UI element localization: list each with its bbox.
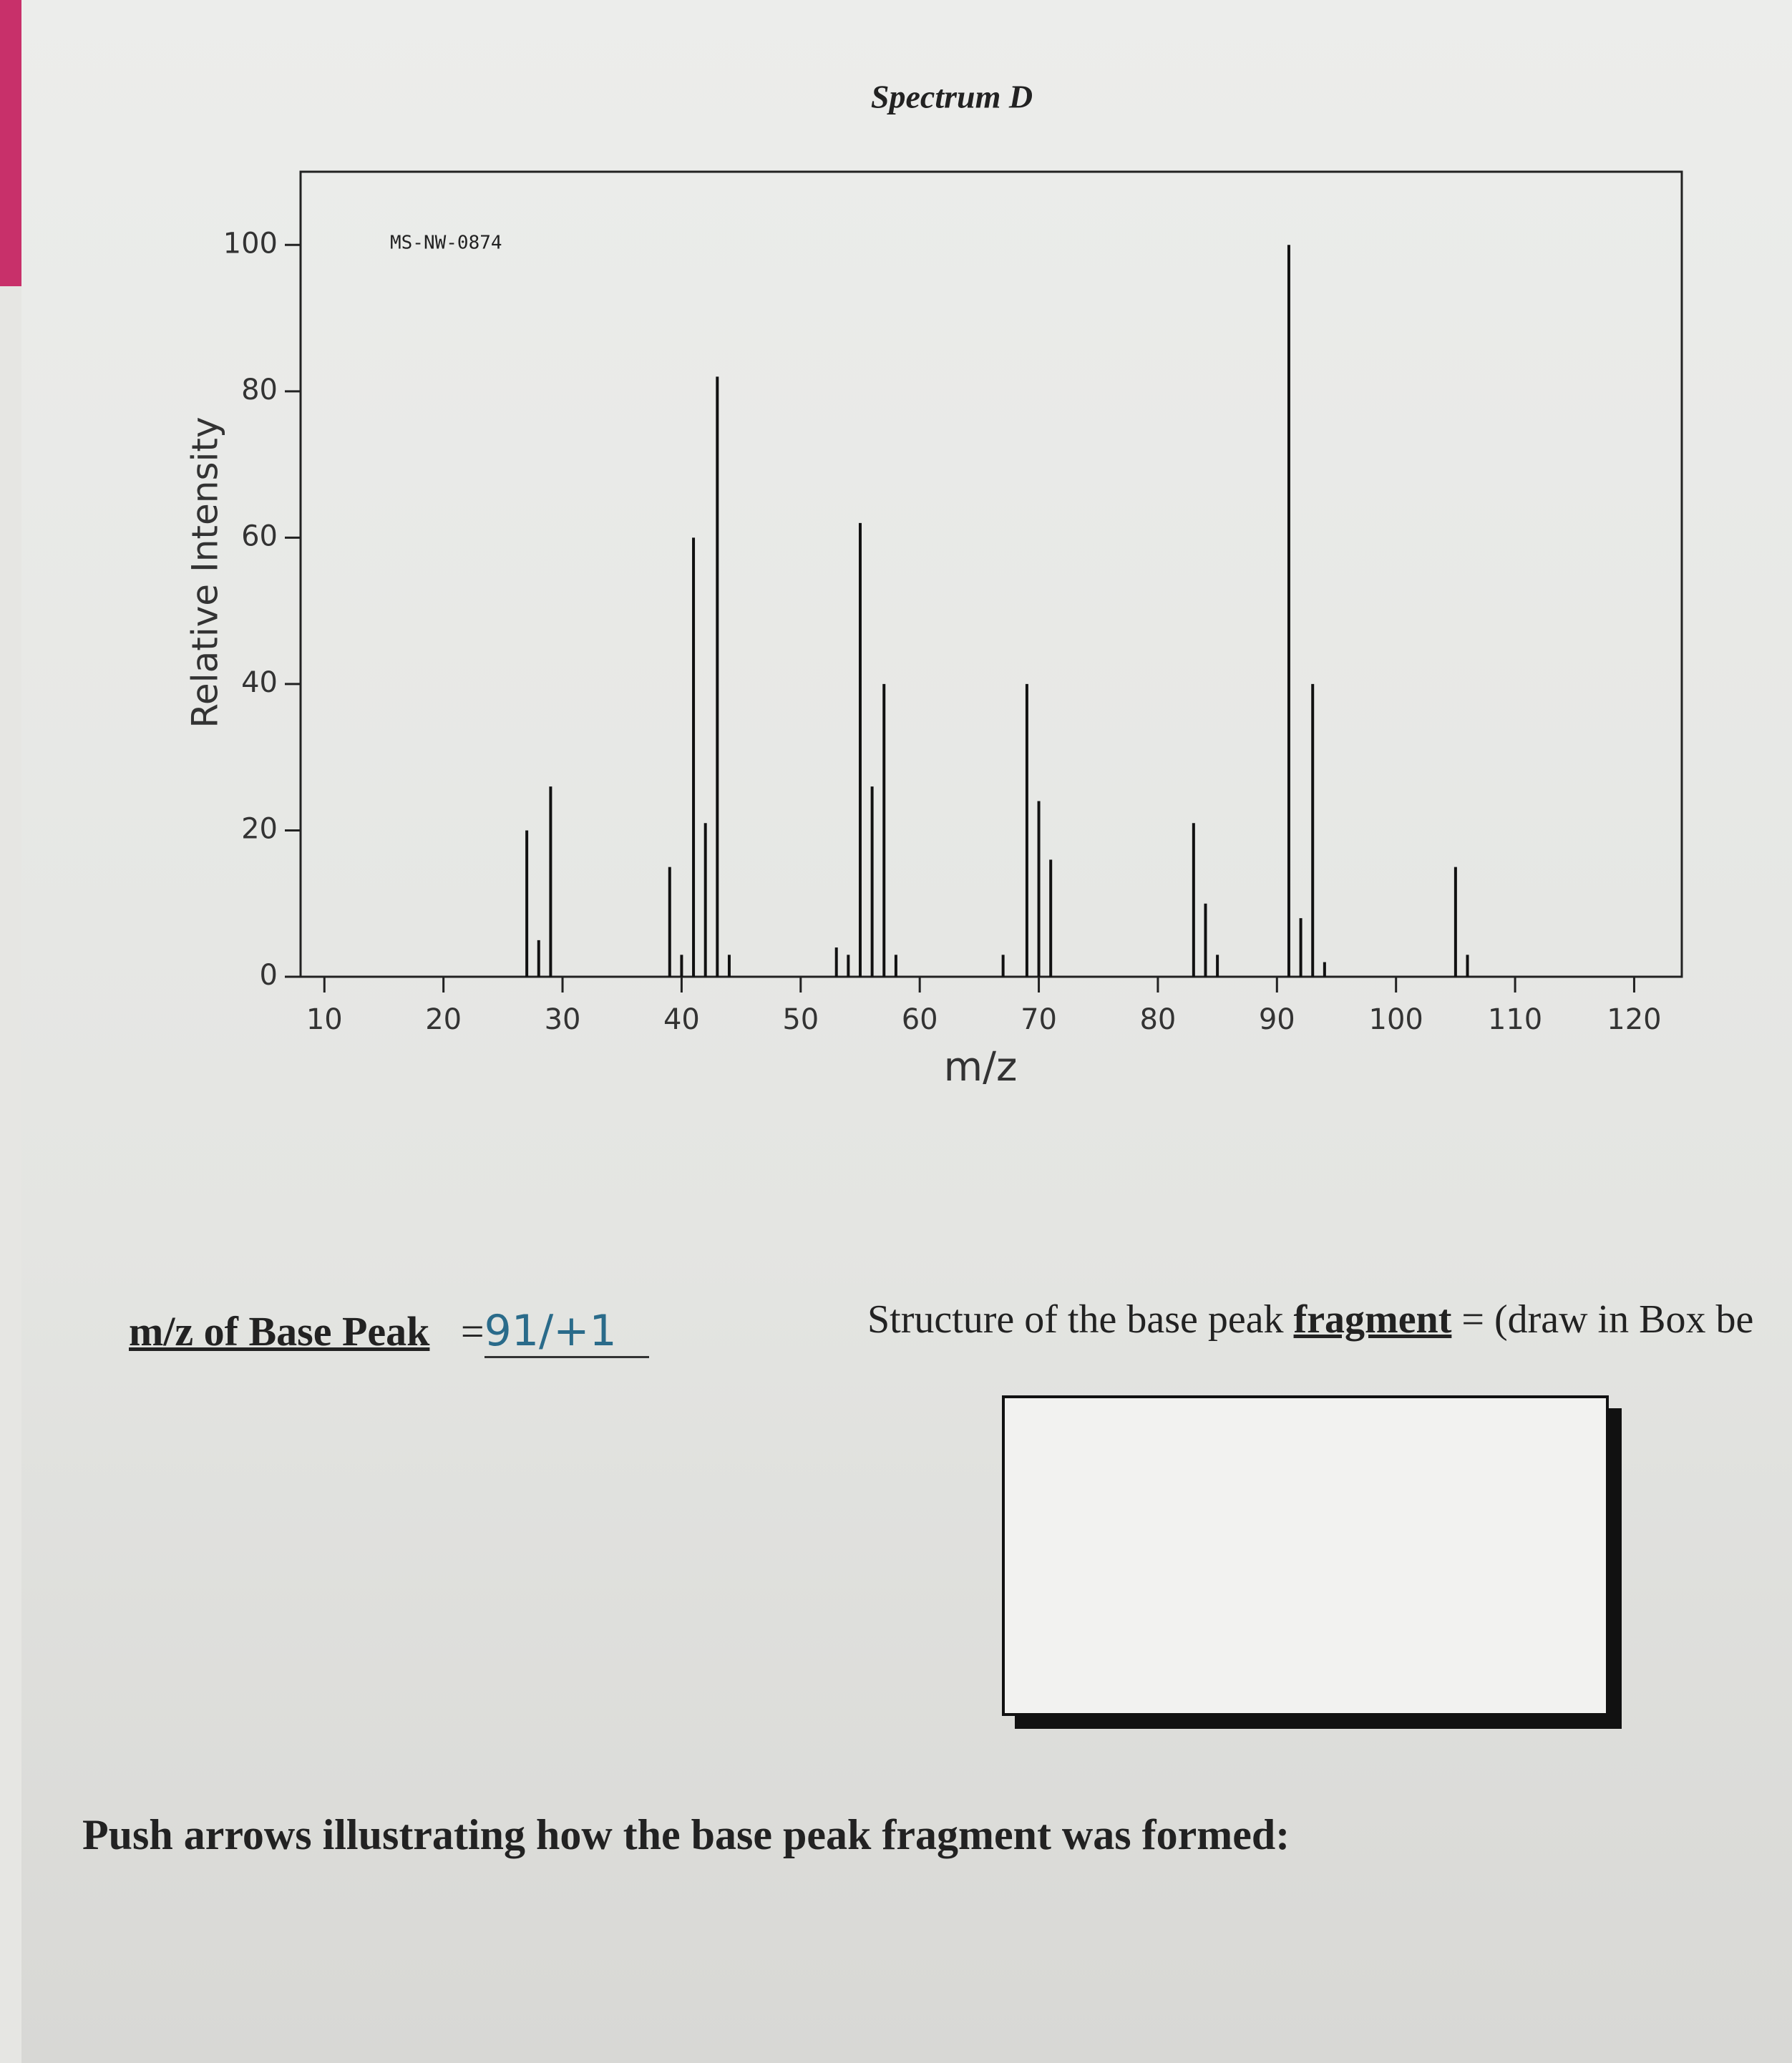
x-tick-label: 10 xyxy=(306,1003,343,1036)
label: m/z of Base Peak xyxy=(129,1308,430,1355)
x-tick-label: 50 xyxy=(782,1003,819,1036)
worksheet xyxy=(21,0,1792,2063)
x-tick-label: 100 xyxy=(1369,1003,1423,1036)
y-tick-label: 60 xyxy=(241,520,278,552)
equals: = xyxy=(460,1308,484,1355)
y-tick-label: 0 xyxy=(260,959,278,992)
x-axis-label: m/z xyxy=(944,1044,1018,1091)
x-tick-label: 90 xyxy=(1259,1003,1295,1036)
arrows-question: Push arrows illustrating how the base pe… xyxy=(82,1811,1290,1858)
suffix: = (draw in Box be xyxy=(1461,1297,1754,1342)
y-tick-label: 40 xyxy=(241,666,278,699)
x-tick-label: 70 xyxy=(1021,1003,1057,1036)
y-tick-label: 20 xyxy=(241,812,278,845)
y-axis-label: Relative Intensity xyxy=(185,416,226,728)
chart: Spectrum D MS-NW-0874 m/z Relative Inten… xyxy=(185,79,1683,1091)
x-tick-label: 30 xyxy=(545,1003,581,1036)
y-tick-label: 80 xyxy=(241,374,278,406)
x-tick-label: 110 xyxy=(1488,1003,1542,1036)
answer: 91/+1 xyxy=(484,1306,649,1358)
x-tick-label: 120 xyxy=(1607,1003,1661,1036)
y-tick-label: 100 xyxy=(223,227,278,260)
prompt: Structure of the base peak xyxy=(867,1297,1284,1342)
chart-title: Spectrum D xyxy=(871,79,1033,115)
annotation: MS-NW-0874 xyxy=(390,233,502,254)
base-peak-question: m/z of Base Peak =91/+1 xyxy=(129,1306,649,1358)
keyword: fragment xyxy=(1293,1297,1452,1342)
x-tick-label: 20 xyxy=(425,1003,462,1036)
x-tick-label: 80 xyxy=(1139,1003,1176,1036)
structure-question: Structure of the base peak fragment = (d… xyxy=(867,1297,1753,1342)
x-tick-label: 60 xyxy=(902,1003,938,1036)
drawing-box xyxy=(1002,1395,1609,1716)
x-tick-label: 40 xyxy=(663,1003,700,1036)
plot-frame xyxy=(299,170,1683,978)
